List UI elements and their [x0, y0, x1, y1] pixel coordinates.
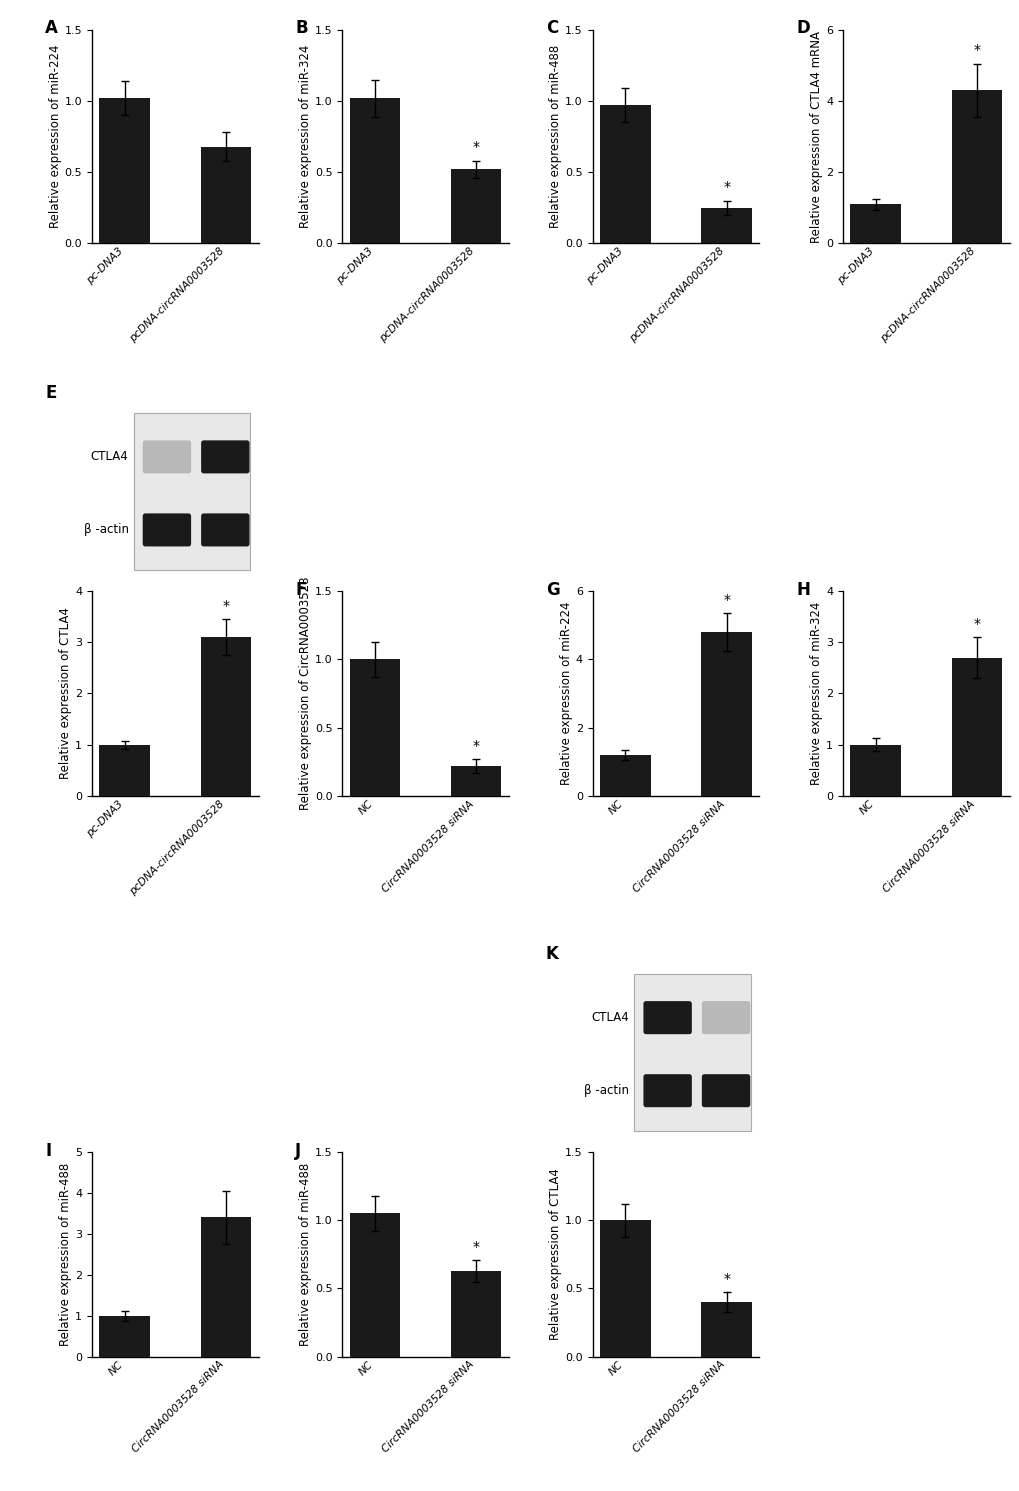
FancyBboxPatch shape: [701, 1074, 750, 1108]
Text: E: E: [45, 383, 56, 403]
Text: *: *: [222, 599, 229, 613]
Bar: [450, 170, 501, 243]
Text: *: *: [472, 740, 479, 753]
Text: H: H: [796, 581, 809, 599]
Bar: [701, 632, 751, 796]
Text: *: *: [972, 43, 979, 57]
Bar: [850, 744, 900, 796]
Bar: [350, 98, 399, 243]
FancyBboxPatch shape: [643, 1000, 691, 1035]
Text: K: K: [545, 945, 558, 963]
Bar: [599, 754, 650, 796]
Bar: [350, 1214, 399, 1357]
Bar: [951, 91, 1002, 243]
FancyBboxPatch shape: [643, 1074, 691, 1108]
Bar: [701, 1302, 751, 1357]
Bar: [450, 1270, 501, 1357]
Y-axis label: Relative expression of miR-488: Relative expression of miR-488: [59, 1163, 72, 1346]
Bar: [599, 106, 650, 243]
Text: *: *: [972, 617, 979, 631]
Y-axis label: Relative expression of CTLA4: Relative expression of CTLA4: [549, 1169, 561, 1340]
Y-axis label: Relative expression of miR-324: Relative expression of miR-324: [809, 602, 822, 786]
Text: *: *: [472, 1239, 479, 1254]
Bar: [350, 659, 399, 796]
Bar: [201, 1218, 251, 1357]
Text: β -actin: β -actin: [84, 523, 128, 537]
Text: D: D: [796, 19, 809, 37]
Bar: [99, 98, 150, 243]
Bar: [634, 974, 750, 1130]
Text: C: C: [545, 19, 557, 37]
Text: *: *: [722, 593, 730, 607]
Bar: [450, 766, 501, 796]
Text: I: I: [45, 1142, 51, 1160]
Bar: [99, 1315, 150, 1357]
Bar: [133, 413, 250, 570]
Bar: [951, 658, 1002, 796]
Bar: [201, 637, 251, 796]
Bar: [701, 207, 751, 243]
Y-axis label: Relative expression of CTLA4 mRNA: Relative expression of CTLA4 mRNA: [809, 31, 822, 243]
FancyBboxPatch shape: [143, 513, 191, 546]
Y-axis label: Relative expression of miR-224: Relative expression of miR-224: [49, 45, 61, 228]
Bar: [201, 146, 251, 243]
Y-axis label: Relative expression of CTLA4: Relative expression of CTLA4: [59, 607, 72, 780]
Y-axis label: Relative expression of miR-488: Relative expression of miR-488: [299, 1163, 312, 1346]
Y-axis label: Relative expression of miR-224: Relative expression of miR-224: [559, 602, 573, 786]
Text: CTLA4: CTLA4: [591, 1011, 629, 1024]
Text: CTLA4: CTLA4: [91, 450, 128, 464]
FancyBboxPatch shape: [201, 513, 250, 546]
Text: β -actin: β -actin: [584, 1084, 629, 1097]
Text: J: J: [296, 1142, 302, 1160]
Bar: [850, 204, 900, 243]
FancyBboxPatch shape: [143, 440, 191, 474]
Bar: [599, 1220, 650, 1357]
Text: *: *: [722, 1272, 730, 1287]
Bar: [99, 744, 150, 796]
Text: *: *: [472, 140, 479, 155]
Y-axis label: Relative expression of miR-488: Relative expression of miR-488: [549, 45, 561, 228]
Text: B: B: [296, 19, 308, 37]
Text: A: A: [45, 19, 58, 37]
Text: G: G: [545, 581, 559, 599]
FancyBboxPatch shape: [201, 440, 250, 474]
FancyBboxPatch shape: [701, 1000, 750, 1035]
Y-axis label: Relative expression of miR-324: Relative expression of miR-324: [299, 45, 312, 228]
Text: *: *: [722, 180, 730, 194]
Text: F: F: [296, 581, 307, 599]
Y-axis label: Relative expression of CircRNA0003528: Relative expression of CircRNA0003528: [299, 577, 312, 810]
